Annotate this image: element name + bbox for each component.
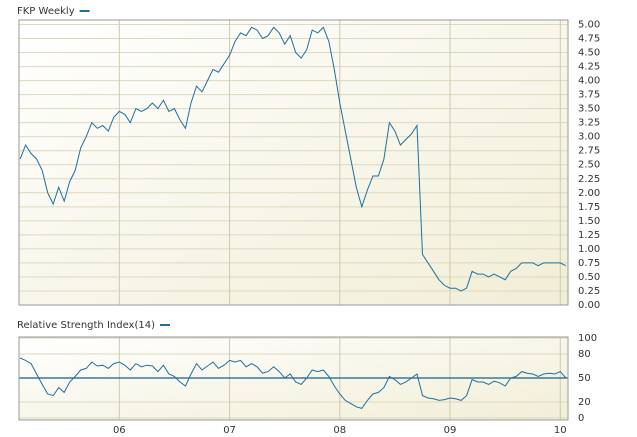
x-tick-label: 08 — [333, 425, 346, 436]
y-tick-label: 4.50 — [578, 48, 600, 59]
plot-frame — [18, 336, 569, 421]
y-tick-label: 3.75 — [578, 90, 600, 101]
x-tick-label: 09 — [444, 425, 457, 436]
y-tick-label: 4.75 — [578, 34, 600, 45]
y-tick-label: 2.75 — [578, 146, 600, 157]
y-tick-label: 4.00 — [578, 76, 600, 87]
legend-label: FKP Weekly — [17, 6, 75, 17]
x-tick-label: 07 — [223, 425, 236, 436]
y-tick-label: 5.00 — [578, 19, 600, 30]
x-tick-label: 06 — [113, 425, 126, 436]
y-tick-label: 0.75 — [578, 258, 600, 269]
y-tick-label: 0.25 — [578, 286, 600, 297]
legend-label: Relative Strength Index(14) — [17, 320, 155, 331]
y-tick-label: 2.25 — [578, 174, 600, 185]
y-tick-label: 1.50 — [578, 216, 600, 227]
y-tick-label: 1.25 — [578, 230, 600, 241]
x-tick-label: 10 — [554, 425, 567, 436]
y-tick-label: 3.00 — [578, 132, 600, 143]
y-tick-label: 4.25 — [578, 62, 600, 73]
y-tick-label: 1.75 — [578, 202, 600, 213]
y-tick-label: 2.00 — [578, 188, 600, 199]
y-tick-label: 100 — [578, 333, 597, 344]
y-tick-label: 0 — [578, 413, 584, 424]
y-tick-label: 1.00 — [578, 244, 600, 255]
y-tick-label: 3.50 — [578, 104, 600, 115]
plot-area — [19, 20, 568, 305]
y-tick-label: 0.50 — [578, 272, 600, 283]
y-tick-label: 80 — [578, 349, 591, 360]
price-line — [19, 26, 567, 292]
y-tick-label: 0.00 — [578, 300, 600, 311]
y-tick-label: 3.25 — [578, 118, 600, 129]
y-tick-label: 50 — [578, 373, 591, 384]
y-tick-label: 2.50 — [578, 160, 600, 171]
price-line — [19, 357, 567, 409]
y-tick-label: 20 — [578, 397, 591, 408]
plot-frame — [18, 19, 569, 306]
